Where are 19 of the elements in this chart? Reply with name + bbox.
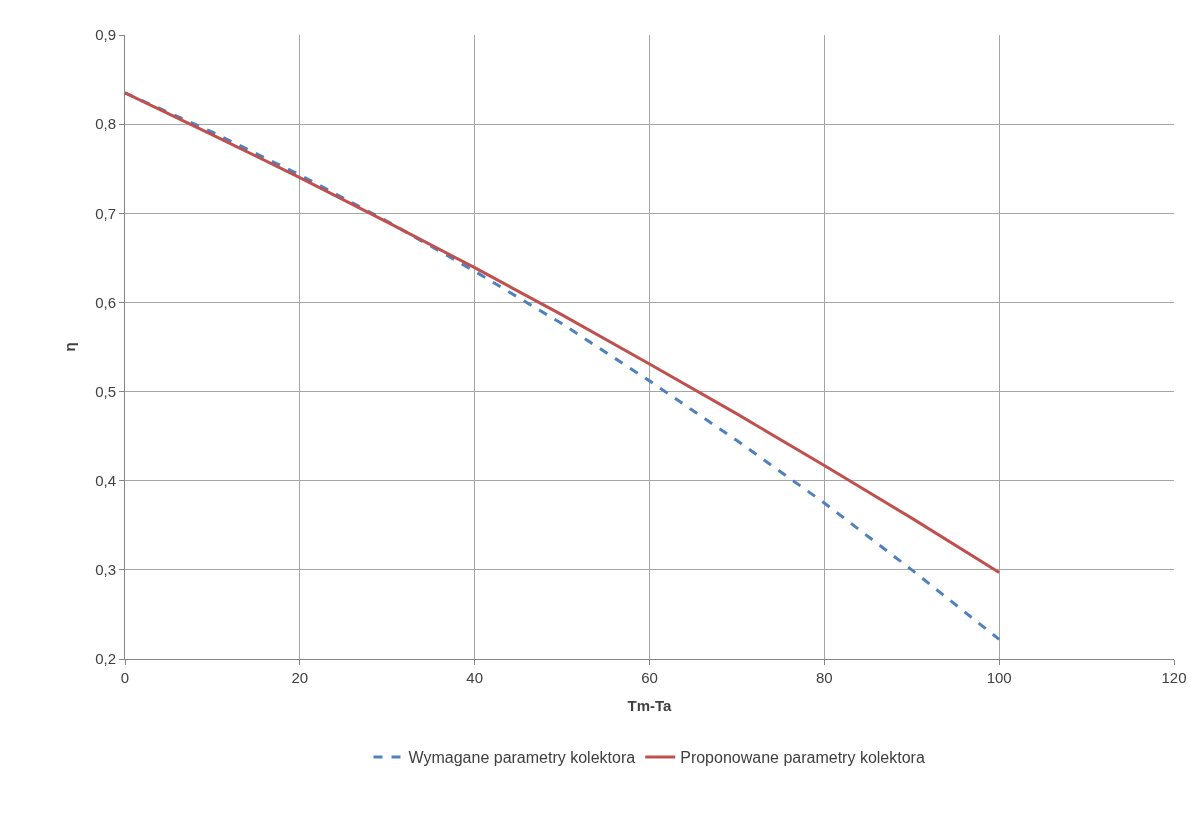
x-tick-label: 0 xyxy=(120,669,130,686)
x-axis-title: Tm-Ta xyxy=(627,697,673,714)
x-tick-label: 100 xyxy=(986,669,1012,686)
y-tick-label: 0,7 xyxy=(95,204,116,222)
x-tick-label: 20 xyxy=(291,669,309,686)
y-tick-label: 0,5 xyxy=(95,382,116,400)
legend-label: Proponowane parametry kolektora xyxy=(680,749,925,767)
x-tick-label: 80 xyxy=(815,669,833,686)
y-tick-label: 0,2 xyxy=(95,650,116,668)
y-tick-label: 0,3 xyxy=(95,561,116,579)
legend-label: Wymagane parametry kolektora xyxy=(408,749,636,767)
x-tick-label: 40 xyxy=(466,669,484,686)
y-axis-title: η xyxy=(61,342,79,352)
y-tick-label: 0,6 xyxy=(95,293,116,311)
x-tick-label: 120 xyxy=(1161,669,1187,686)
y-tick-label: 0,9 xyxy=(95,26,116,44)
y-tick-label: 0,4 xyxy=(95,471,116,489)
y-tick-label: 0,8 xyxy=(95,115,116,133)
x-tick-label: 60 xyxy=(641,669,658,686)
